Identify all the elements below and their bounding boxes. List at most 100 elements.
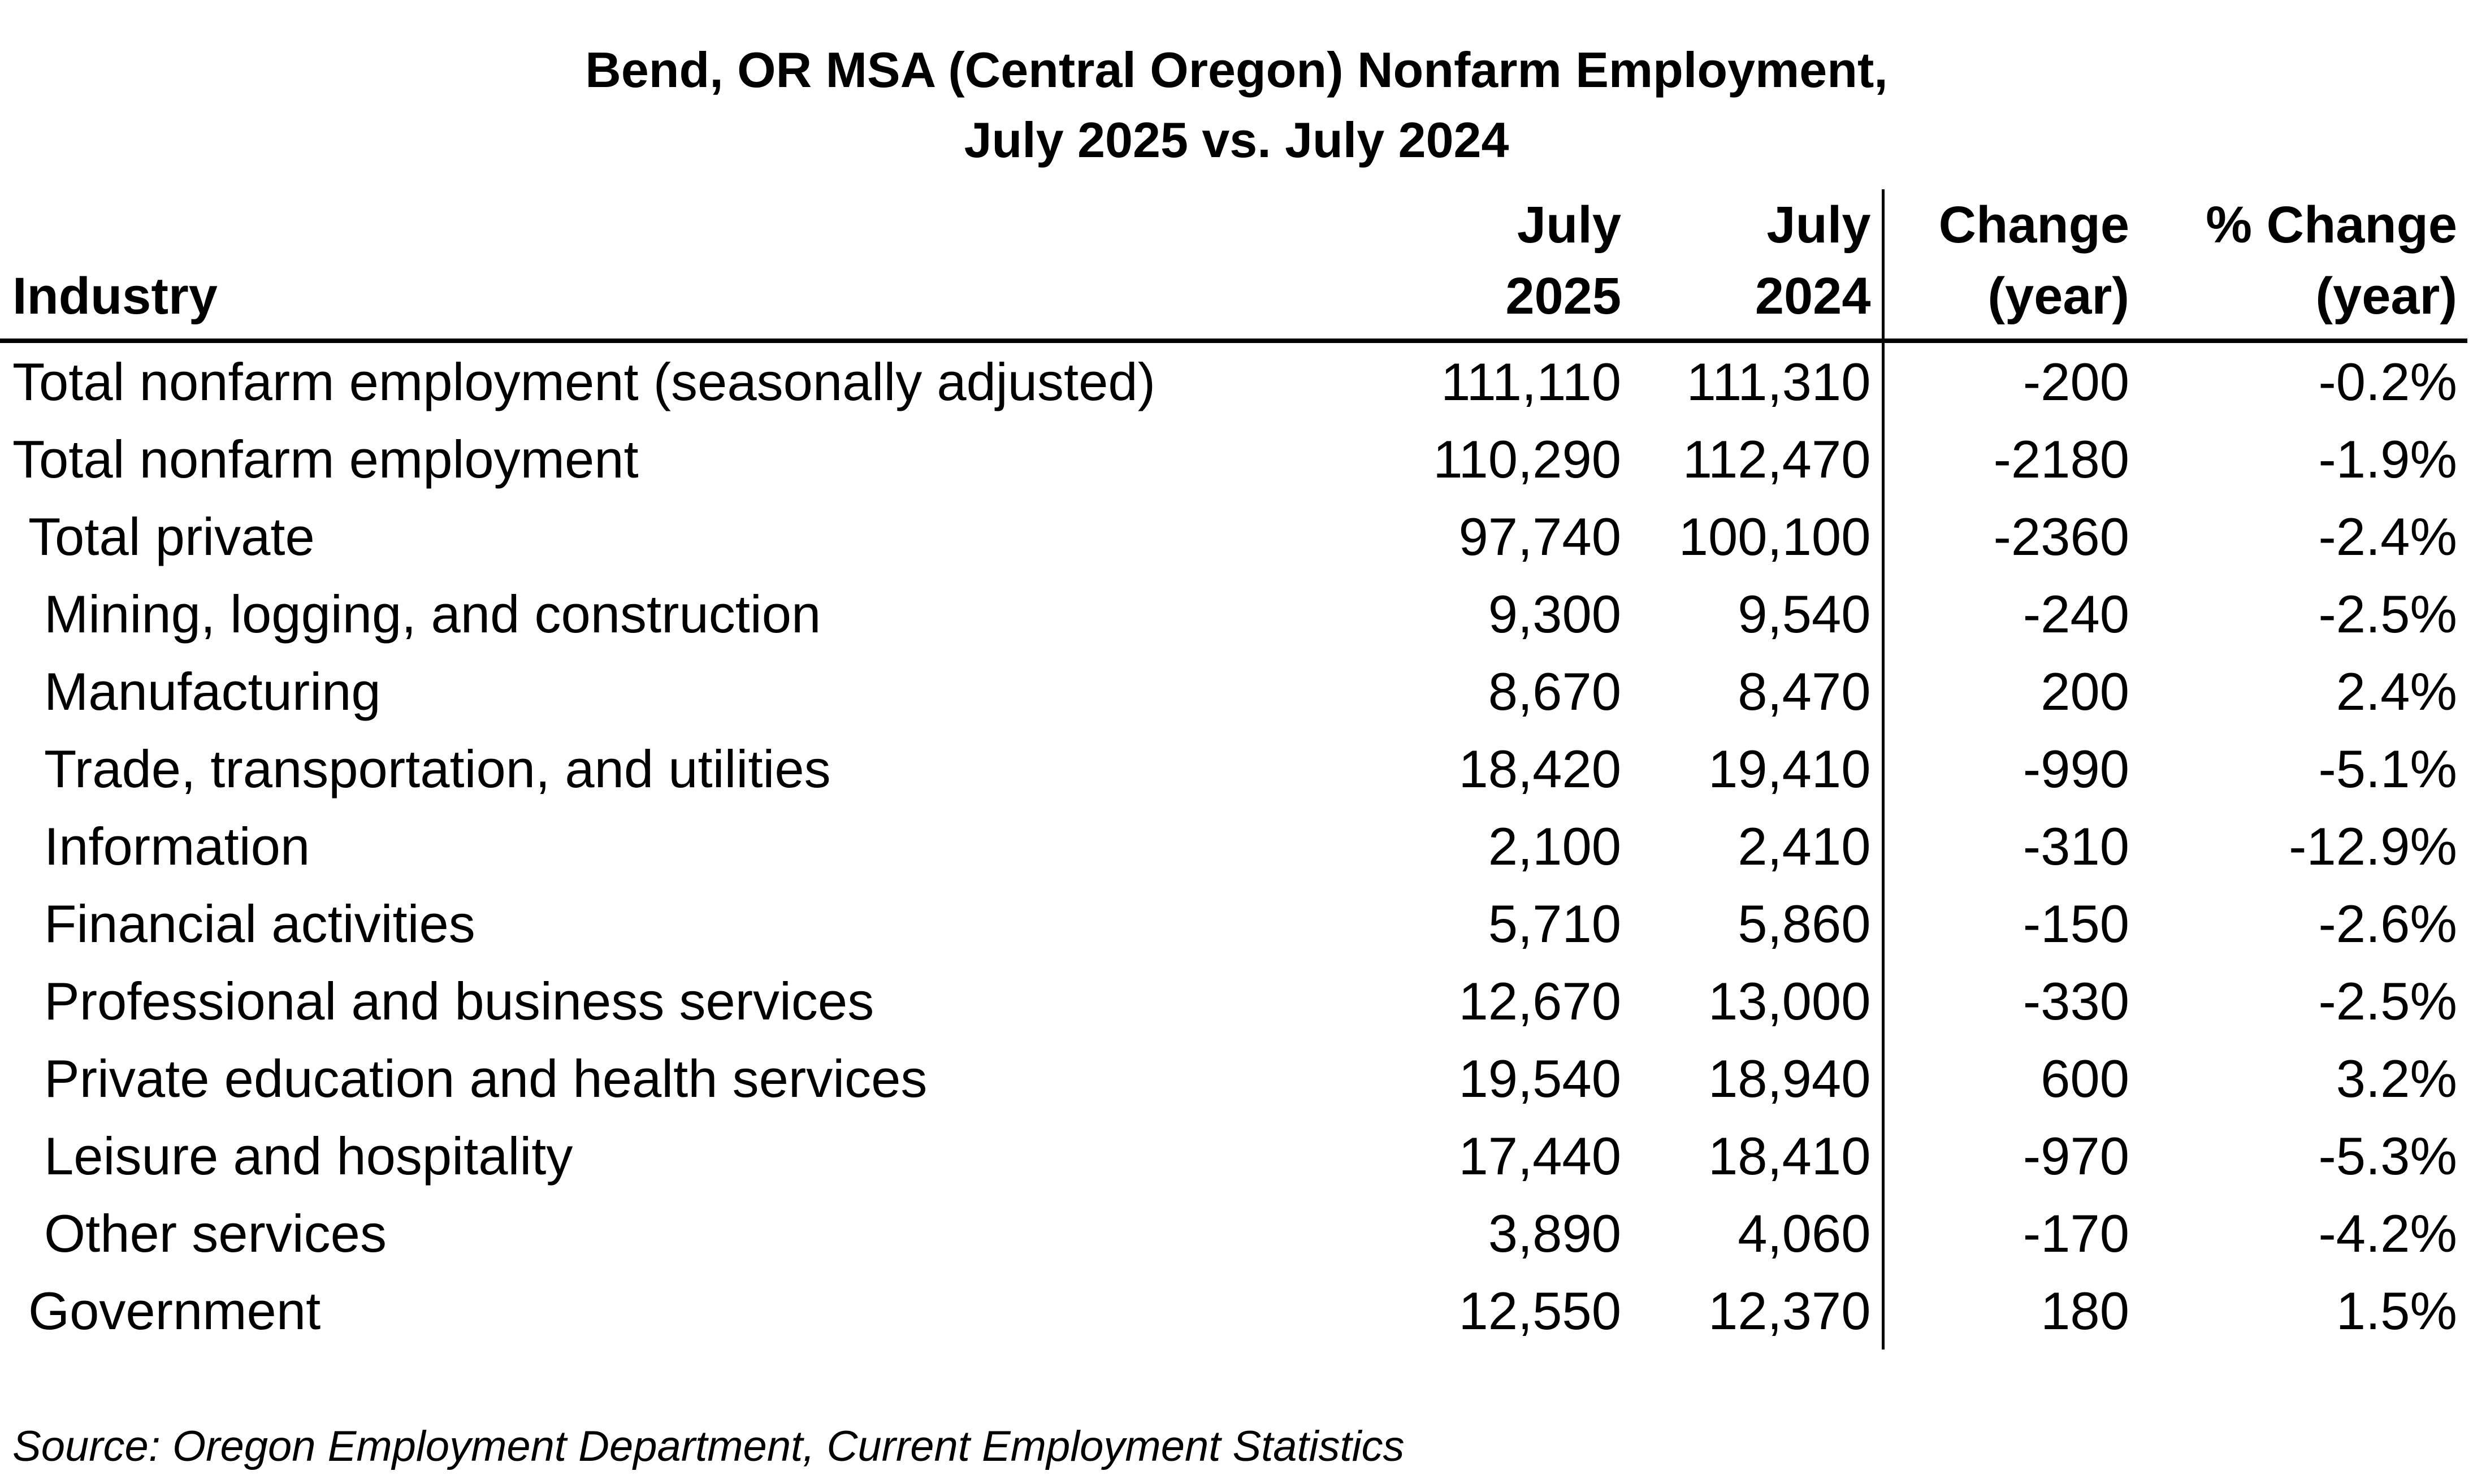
change-cell: 180 [2041, 1281, 2129, 1340]
july-2024-cell: 112,470 [1621, 420, 1885, 498]
pct-change-cell: -2.4% [2318, 507, 2457, 566]
table-row: Private education and health services 19,… [0, 1040, 2467, 1117]
july-2025-cell: 12,550 [1458, 1281, 1621, 1340]
change-cell: 600 [2041, 1049, 2129, 1108]
column-header-pct-change-year: % Change (year) [2129, 189, 2467, 343]
industry-cell: Mining, logging, and construction [44, 584, 821, 644]
change-cell: -240 [2022, 584, 2129, 644]
table-row: Leisure and hospitality 17,440 18,410 -970 -… [0, 1117, 2467, 1195]
july-2024-cell: 2,410 [1621, 808, 1885, 885]
industry-cell: Professional and business services [44, 971, 874, 1031]
industry-cell: Total nonfarm employment [12, 429, 639, 489]
industry-cell: Total nonfarm employment (seasonally adj… [12, 352, 1156, 411]
july-2025-cell: 3,890 [1488, 1204, 1621, 1263]
column-header-change-year: Change (year) [1883, 189, 2129, 343]
change-cell: -330 [2022, 971, 2129, 1031]
table-row: Other services 3,890 4,060 -170 -4.2% [0, 1195, 2467, 1272]
title-line-2: July 2025 vs. July 2024 [964, 112, 1509, 168]
july-2025-cell: 111,110 [1441, 352, 1621, 411]
table-row: Total nonfarm employment (seasonally adj… [0, 341, 2467, 420]
pct-change-cell: -5.3% [2318, 1126, 2457, 1186]
july-2024-cell: 8,470 [1621, 653, 1885, 730]
table-row: Government 12,550 12,370 180 1.5% [0, 1272, 2467, 1350]
change-cell: -310 [2022, 817, 2129, 876]
change-cell: -200 [2022, 352, 2129, 411]
industry-cell: Total private [28, 507, 315, 566]
table-row: Manufacturing 8,670 8,470 200 2.4% [0, 653, 2467, 730]
pct-change-cell: 3.2% [2336, 1049, 2457, 1108]
industry-cell: Private education and health services [44, 1049, 928, 1108]
column-header-industry: Industry [0, 189, 1413, 343]
change-cell: -990 [2022, 739, 2129, 799]
july-2024-cell: 19,410 [1621, 730, 1885, 808]
pct-change-cell: -1.9% [2318, 429, 2457, 489]
industry-cell: Other services [44, 1204, 387, 1263]
title-line-1: Bend, OR MSA (Central Oregon) Nonfarm Em… [585, 42, 1888, 98]
july-2025-cell: 5,710 [1488, 894, 1621, 953]
industry-cell: Manufacturing [44, 662, 381, 721]
july-2025-cell: 18,420 [1458, 739, 1621, 799]
july-2025-cell: 110,290 [1433, 429, 1621, 489]
july-2025-cell: 8,670 [1488, 662, 1621, 721]
change-cell: -970 [2022, 1126, 2129, 1186]
july-2025-cell: 17,440 [1458, 1126, 1621, 1186]
pct-change-cell: -0.2% [2318, 352, 2457, 411]
pct-change-cell: 2.4% [2336, 662, 2457, 721]
header-line1 [12, 189, 1413, 261]
employment-table: Industry July 2025 July 2024 Change (year)% Ch… [0, 189, 2467, 1350]
july-2025-cell: 19,540 [1458, 1049, 1621, 1108]
july-2024-cell: 13,000 [1621, 962, 1885, 1040]
header-line1: Change [1938, 196, 2129, 254]
change-cell: -170 [2022, 1204, 2129, 1263]
july-2024-cell: 4,060 [1621, 1195, 1885, 1272]
july-2025-cell: 97,740 [1458, 507, 1621, 566]
table-row: Information 2,100 2,410 -310 -12.9% [0, 808, 2467, 885]
pct-change-cell: -4.2% [2318, 1204, 2457, 1263]
source-note: Source: Oregon Employment Department, Cu… [12, 1422, 1405, 1470]
header-line2: 2025 [1505, 267, 1621, 325]
industry-cell: Leisure and hospitality [44, 1126, 573, 1186]
july-2025-cell: 2,100 [1488, 817, 1621, 876]
pct-change-cell: -5.1% [2318, 739, 2457, 799]
july-2024-cell: 18,940 [1621, 1040, 1885, 1117]
pct-change-cell: -12.9% [2289, 817, 2457, 876]
header-line2: 2024 [1755, 267, 1871, 325]
table-row: Professional and business services 12,670… [0, 962, 2467, 1040]
july-2024-cell: 9,540 [1621, 575, 1885, 653]
pct-change-cell: 1.5% [2336, 1281, 2457, 1340]
table-title: Bend, OR MSA (Central Oregon) Nonfarm Em… [0, 35, 2473, 175]
july-2024-cell: 111,310 [1621, 341, 1885, 420]
july-2024-cell: 12,370 [1621, 1272, 1885, 1350]
table-row: Mining, logging, and construction 9,300 9,… [0, 575, 2467, 653]
pct-change-cell: -2.5% [2318, 584, 2457, 644]
header-line1: July [1517, 196, 1621, 254]
change-cell: 200 [2041, 662, 2129, 721]
july-2024-cell: 5,860 [1621, 885, 1885, 962]
industry-cell: Government [28, 1281, 321, 1340]
header-line1: July [1766, 196, 1871, 254]
header-line2: (year) [2315, 267, 2457, 325]
table-body: Total nonfarm employment (seasonally adj… [0, 341, 2467, 1350]
pct-change-cell: -2.5% [2318, 971, 2457, 1031]
pct-change-cell: -2.6% [2318, 894, 2457, 953]
table-row: Total nonfarm employment 110,290 112,470 -2… [0, 420, 2467, 498]
industry-cell: Information [44, 817, 310, 876]
change-cell: -2180 [1993, 429, 2129, 489]
july-2024-cell: 18,410 [1621, 1117, 1885, 1195]
column-header-july-2025: July 2025 [1413, 189, 1621, 343]
header-line1: % Change [2206, 196, 2457, 254]
column-header-july-2024: July 2024 [1621, 189, 1885, 343]
table-row: Total private 97,740 100,100 -2360 -2.4% [0, 498, 2467, 575]
industry-cell: Trade, transportation, and utilities [44, 739, 831, 799]
table-row: Financial activities 5,710 5,860 -150 -2.6% [0, 885, 2467, 962]
july-2024-cell: 100,100 [1621, 498, 1885, 575]
table-row: Trade, transportation, and utilities 18,4… [0, 730, 2467, 808]
header-line2: Industry [12, 267, 218, 325]
change-cell: -150 [2022, 894, 2129, 953]
header-line2: (year) [1987, 267, 2129, 325]
header-row: Industry July 2025 July 2024 Change (year)% Ch… [0, 189, 2467, 343]
july-2025-cell: 12,670 [1458, 971, 1621, 1031]
change-cell: -2360 [1993, 507, 2129, 566]
july-2025-cell: 9,300 [1488, 584, 1621, 644]
industry-cell: Financial activities [44, 894, 475, 953]
